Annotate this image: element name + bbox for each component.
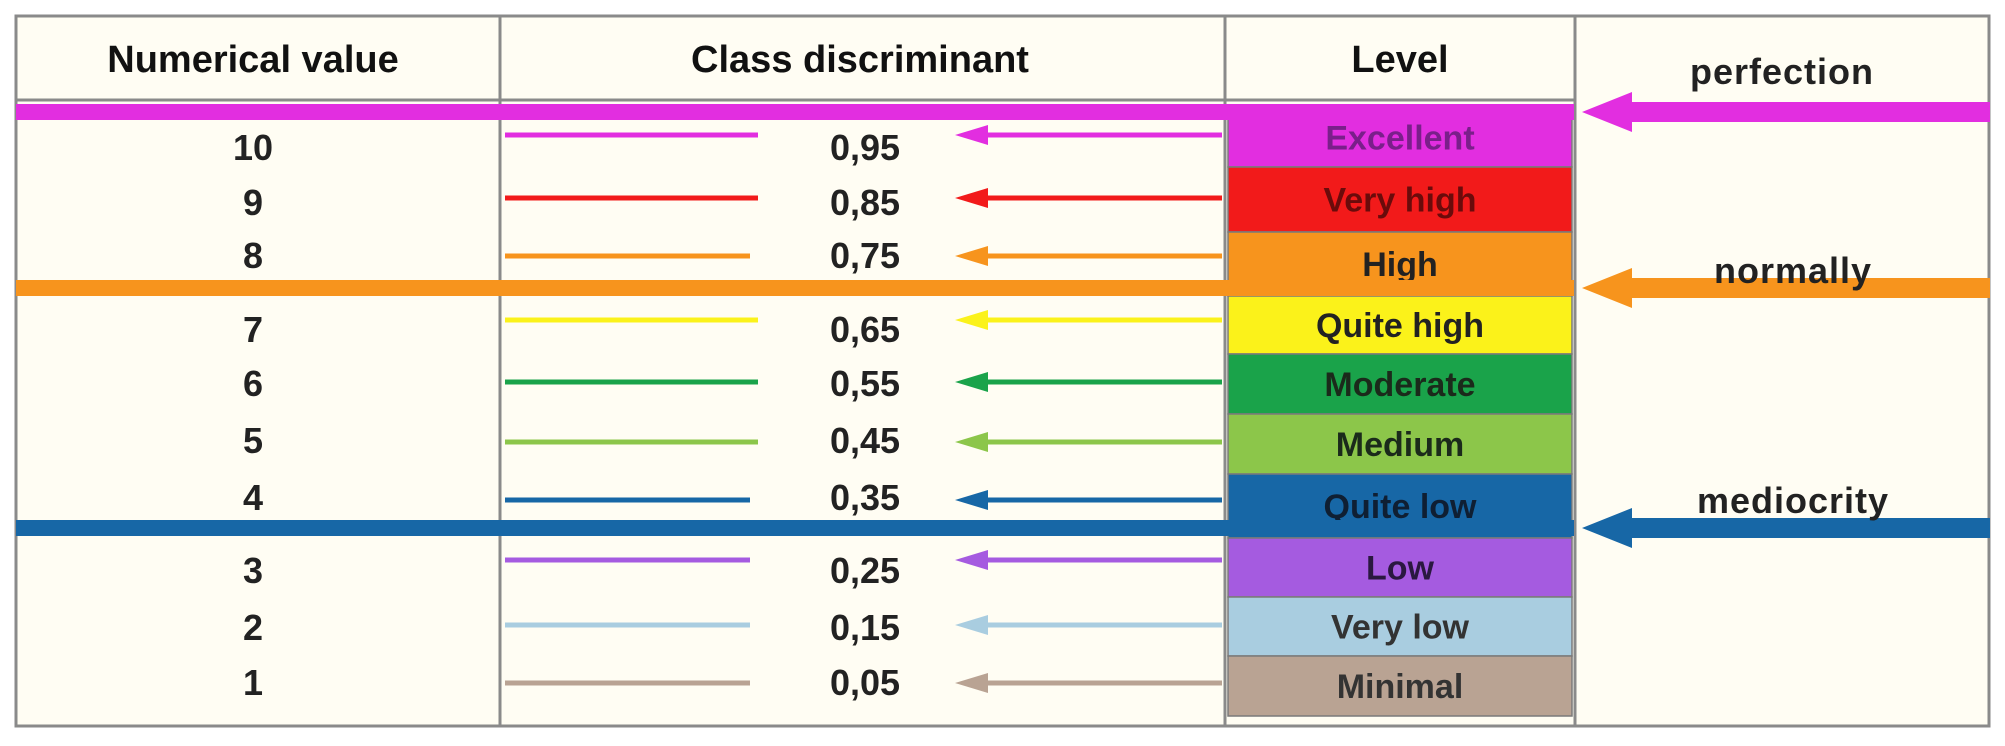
threshold-arrow-shaft [1622,518,1990,538]
header-class-discriminant: Class discriminant [691,39,1029,81]
perfection-threshold [16,92,1990,132]
scale-row: 1 0,05 [243,662,1222,703]
numerical-value: 4 [243,477,263,518]
level-label: Moderate [1324,366,1475,404]
numerical-value: 8 [243,235,263,276]
discriminant-value: 0,45 [830,420,900,461]
arrow-head [955,615,988,635]
thresholds-layer [16,92,1990,548]
level-swatch [1227,295,1573,355]
level-swatch [1227,166,1573,233]
level-cell: Medium [1227,413,1573,475]
discriminant-value: 0,85 [830,182,900,223]
discriminant-value: 0,25 [830,550,900,591]
header-numerical-value: Numerical value [107,39,398,81]
level-label: Quite low [1324,488,1478,526]
scale-row: 5 0,45 [243,420,1222,461]
arrow-head [955,246,988,266]
scale-row: 2 0,15 [243,607,1222,648]
threshold-arrow-shaft [1622,278,1990,298]
arrow-head [955,125,988,145]
level-cell: Very low [1227,596,1573,657]
discriminant-value: 0,65 [830,309,900,350]
level-label: Minimal [1337,668,1464,706]
threshold-arrow-shaft [1622,102,1990,122]
scale-row: 3 0,25 [243,550,1222,591]
rows-layer: 10 0,959 0,858 0,757 0,656 0,555 0,454 0,353 0,2… [233,125,1222,703]
normally-threshold [16,268,1990,308]
discriminant-value: 0,55 [830,363,900,404]
level-cell: Moderate [1227,353,1573,415]
arrow-head [955,550,988,570]
scale-row: 8 0,75 [243,235,1222,276]
threshold-band [16,520,1574,536]
numerical-value: 3 [243,550,263,591]
arrow-head [955,188,988,208]
normally-label: normally [1714,250,1872,291]
header-level: Level [1351,39,1448,81]
discriminant-value: 0,35 [830,477,900,518]
scale-row: 9 0,85 [243,182,1222,223]
threshold-arrow-head [1582,92,1632,132]
discriminant-value: 0,05 [830,662,900,703]
threshold-arrow-head [1582,508,1632,548]
arrow-head [955,372,988,392]
numerical-value: 5 [243,420,263,461]
numerical-value: 10 [233,127,273,168]
level-swatch [1227,537,1573,598]
scale-row: 4 0,35 [243,477,1222,518]
scale-row: 10 0,95 [233,125,1222,168]
arrow-head [955,673,988,693]
numerical-value: 7 [243,309,263,350]
level-cell: Very high [1227,166,1573,233]
level-label: Very high [1323,182,1476,220]
numerical-value: 1 [243,662,263,703]
threshold-band [16,280,1574,296]
discriminant-value: 0,15 [830,607,900,648]
arrow-head [955,310,988,330]
numerical-value: 2 [243,607,263,648]
table-frame [14,14,1991,728]
scale-row: 6 0,55 [243,363,1222,404]
level-swatch [1227,353,1573,415]
scale-row: 7 0,65 [243,309,1222,350]
mediocrity-threshold [16,508,1990,548]
discriminant-value: 0,95 [830,127,900,168]
mediocrity-label: mediocrity [1697,480,1889,521]
perfection-label: perfection [1690,51,1874,92]
arrow-head [955,490,988,510]
threshold-arrow-head [1582,268,1632,308]
threshold-band [16,104,1574,120]
arrow-head [955,432,988,452]
level-swatch [1227,655,1573,717]
level-cell: Quite high [1227,295,1573,355]
numerical-value: 6 [243,363,263,404]
level-label: Low [1366,550,1435,588]
level-label: High [1362,246,1438,284]
level-cell: Minimal [1227,655,1573,717]
level-label: Medium [1336,426,1464,464]
level-label: Quite high [1316,307,1484,345]
level-swatch [1227,596,1573,657]
levels-layer: Excellent Very high High Quite high Moderate… [1227,107,1573,717]
level-cell: Low [1227,537,1573,598]
level-label: Very low [1331,609,1470,647]
numerical-value: 9 [243,182,263,223]
level-label: Excellent [1325,120,1474,158]
discriminant-value: 0,75 [830,235,900,276]
level-swatch [1227,413,1573,475]
